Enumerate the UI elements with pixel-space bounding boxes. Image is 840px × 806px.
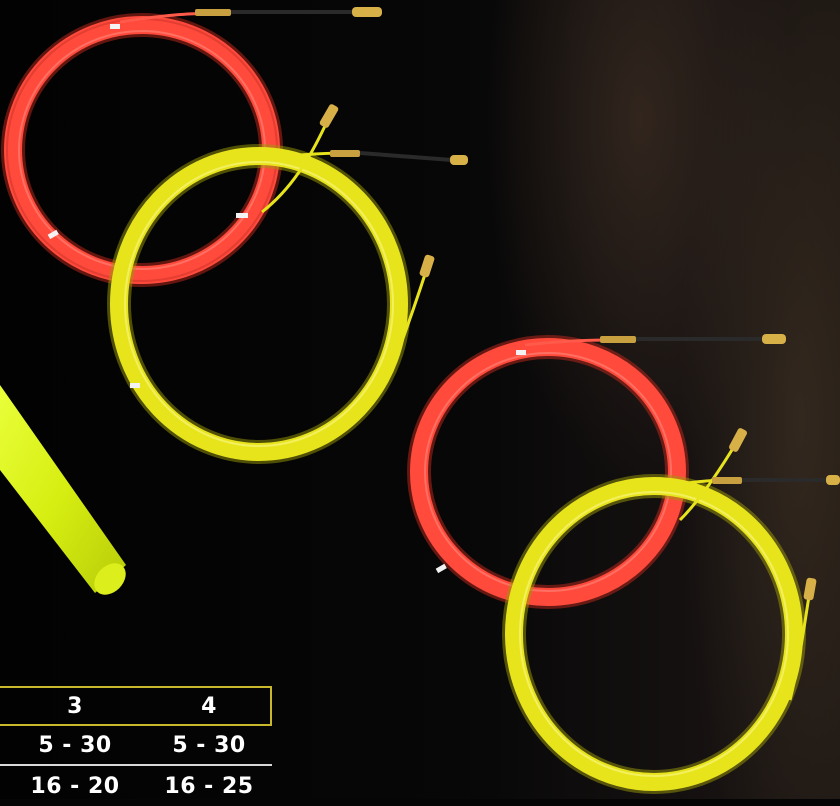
neon-tube xyxy=(0,385,126,595)
table-cell: 16 - 25 xyxy=(164,773,254,799)
header-cell-1: 3 xyxy=(67,693,83,719)
spec-table: 3 4 5 - 30 5 - 30 16 - 20 16 - 25 xyxy=(0,686,272,806)
yellow-coil-bottom xyxy=(502,428,840,794)
table-row: 16 - 20 16 - 25 xyxy=(0,766,272,806)
red-coil-bottom xyxy=(407,334,786,609)
red-coil-top xyxy=(1,7,382,287)
table-cell: 5 - 30 xyxy=(38,732,112,758)
table-cell: 5 - 30 xyxy=(172,732,246,758)
header-cell-2: 4 xyxy=(201,693,217,719)
yellow-coil-top xyxy=(107,104,468,464)
table-row: 5 - 30 5 - 30 xyxy=(0,726,272,766)
spec-table-header: 3 4 xyxy=(0,686,272,726)
table-cell: 16 - 20 xyxy=(30,773,120,799)
